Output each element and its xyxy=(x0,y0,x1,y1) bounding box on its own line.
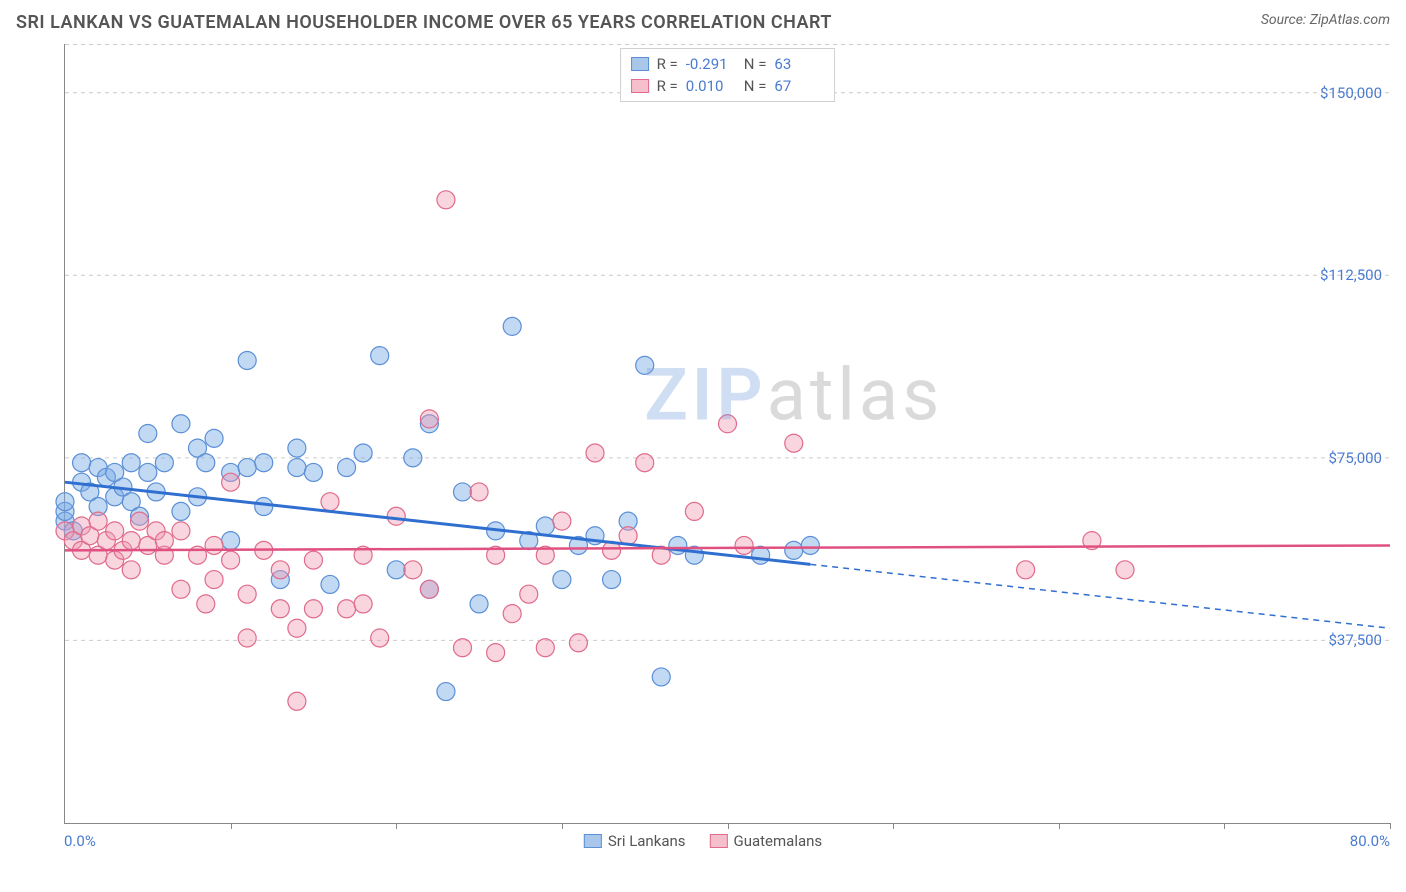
x-tick xyxy=(231,823,232,829)
series-legend: Sri Lankans Guatemalans xyxy=(584,832,822,850)
r-value: 0.010 xyxy=(686,77,736,95)
legend-swatch xyxy=(710,834,728,848)
trend-line xyxy=(65,482,810,564)
series-legend-label: Sri Lankans xyxy=(608,832,686,850)
series-legend-item: Sri Lankans xyxy=(584,832,686,850)
x-axis-max-label: 80.0% xyxy=(1350,832,1390,850)
source-name: ZipAtlas.com xyxy=(1310,12,1390,28)
source-prefix: Source: xyxy=(1261,12,1310,28)
r-label: R = xyxy=(657,55,678,73)
source-label: Source: ZipAtlas.com xyxy=(1261,12,1390,28)
r-label: R = xyxy=(657,77,678,95)
n-value: 63 xyxy=(774,55,824,73)
x-tick xyxy=(396,823,397,829)
n-label: N = xyxy=(744,55,767,73)
series-legend-label: Guatemalans xyxy=(734,832,823,850)
x-tick xyxy=(1390,823,1391,829)
n-value: 67 xyxy=(774,77,824,95)
correlation-legend-row: R = -0.291 N = 63 xyxy=(631,53,825,75)
x-tick xyxy=(728,823,729,829)
legend-swatch xyxy=(584,834,602,848)
plot-area: ZIPatlas R =-0.291N =63R =0.010N =67 $37… xyxy=(64,44,1390,824)
legend-swatch xyxy=(631,79,649,93)
series-legend-item: Guatemalans xyxy=(710,832,823,850)
n-label: N = xyxy=(744,77,767,95)
x-tick xyxy=(562,823,563,829)
r-value: -0.291 xyxy=(686,55,736,73)
trend-line-extrapolated xyxy=(810,564,1390,628)
x-tick xyxy=(1224,823,1225,829)
correlation-legend: R = -0.291 N = 63 R = 0.010 N = 67 xyxy=(620,48,836,102)
legend-swatch xyxy=(631,57,649,71)
x-tick xyxy=(893,823,894,829)
x-axis-min-label: 0.0% xyxy=(64,832,96,850)
trend-line xyxy=(65,545,1390,550)
chart-title: SRI LANKAN VS GUATEMALAN HOUSEHOLDER INC… xyxy=(16,12,832,33)
trend-layer xyxy=(65,44,1390,823)
x-tick xyxy=(1059,823,1060,829)
correlation-legend-row: R = 0.010 N = 67 xyxy=(631,75,825,97)
